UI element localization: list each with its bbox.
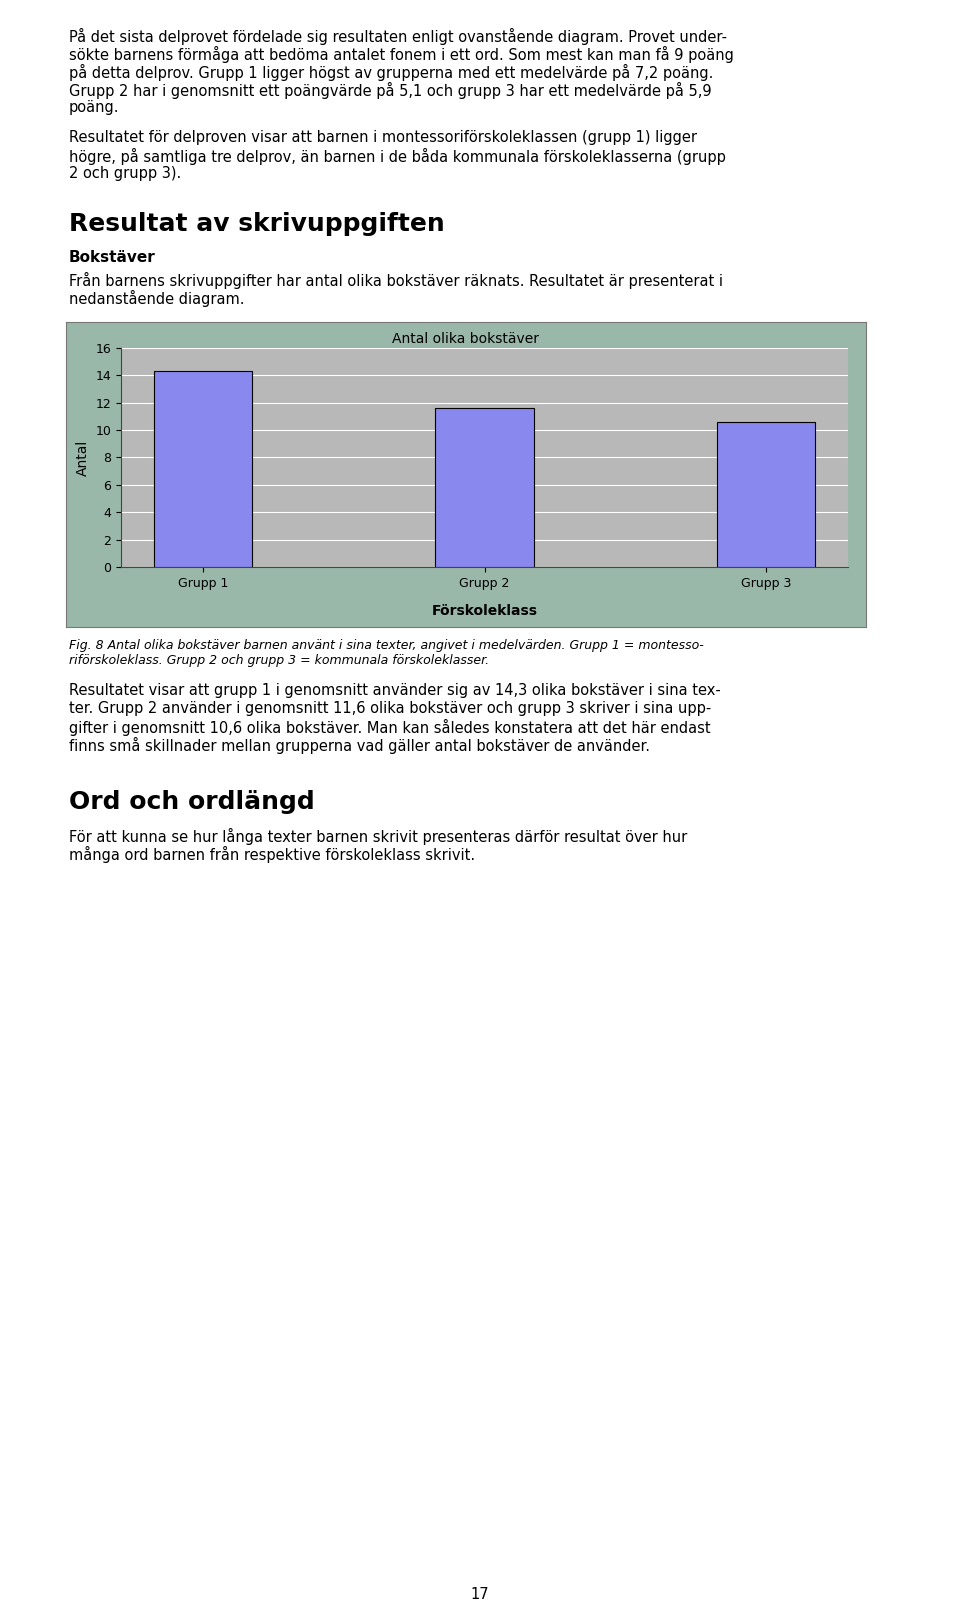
Bar: [154, 372, 252, 568]
Bar: [435, 407, 534, 568]
Text: Resultatet för delproven visar att barnen i montessoriförskoleklassen (grupp 1) : Resultatet för delproven visar att barne…: [69, 129, 697, 146]
Text: finns små skillnader mellan grupperna vad gäller antal bokstäver de använder.: finns små skillnader mellan grupperna va…: [69, 737, 650, 754]
Text: på detta delprov. Grupp 1 ligger högst av grupperna med ett medelvärde på 7,2 po: på detta delprov. Grupp 1 ligger högst a…: [69, 65, 713, 81]
Text: poäng.: poäng.: [69, 100, 120, 115]
Bar: [716, 422, 815, 568]
Text: 2 och grupp 3).: 2 och grupp 3).: [69, 167, 181, 181]
Text: Grupp 2 har i genomsnitt ett poängvärde på 5,1 och grupp 3 har ett medelvärde på: Grupp 2 har i genomsnitt ett poängvärde …: [69, 82, 711, 99]
Text: Antal olika bokstäver: Antal olika bokstäver: [393, 331, 540, 346]
Text: nedanstående diagram.: nedanstående diagram.: [69, 289, 245, 307]
Text: Ord och ordlängd: Ord och ordlängd: [69, 791, 315, 813]
Text: högre, på samtliga tre delprov, än barnen i de båda kommunala förskoleklasserna : högre, på samtliga tre delprov, än barne…: [69, 149, 726, 165]
Text: 17: 17: [470, 1586, 490, 1602]
Text: Bokstäver: Bokstäver: [69, 251, 156, 265]
X-axis label: Förskoleklass: Förskoleklass: [431, 603, 538, 618]
Text: Resultat av skrivuppgiften: Resultat av skrivuppgiften: [69, 212, 444, 236]
Text: Resultatet visar att grupp 1 i genomsnitt använder sig av 14,3 olika bokstäver i: Resultatet visar att grupp 1 i genomsnit…: [69, 682, 721, 699]
Text: På det sista delprovet fördelade sig resultaten enligt ovanstående diagram. Prov: På det sista delprovet fördelade sig res…: [69, 27, 727, 45]
Text: Fig. 8 Antal olika bokstäver barnen använt i sina texter, angivet i medelvärden.: Fig. 8 Antal olika bokstäver barnen anvä…: [69, 639, 704, 652]
Text: många ord barnen från respektive förskoleklass skrivit.: många ord barnen från respektive förskol…: [69, 846, 475, 863]
Text: sökte barnens förmåga att bedöma antalet fonem i ett ord. Som mest kan man få 9 : sökte barnens förmåga att bedöma antalet…: [69, 45, 734, 63]
Text: gifter i genomsnitt 10,6 olika bokstäver. Man kan således konstatera att det här: gifter i genomsnitt 10,6 olika bokstäver…: [69, 720, 710, 736]
Text: Från barnens skrivuppgifter har antal olika bokstäver räknats. Resultatet är pre: Från barnens skrivuppgifter har antal ol…: [69, 272, 723, 289]
Text: riförskoleklass. Grupp 2 och grupp 3 = kommunala förskoleklasser.: riförskoleklass. Grupp 2 och grupp 3 = k…: [69, 653, 490, 666]
Text: För att kunna se hur långa texter barnen skrivit presenteras därför resultat öve: För att kunna se hur långa texter barnen…: [69, 828, 687, 846]
Y-axis label: Antal: Antal: [76, 440, 90, 475]
Text: ter. Grupp 2 använder i genomsnitt 11,6 olika bokstäver och grupp 3 skriver i si: ter. Grupp 2 använder i genomsnitt 11,6 …: [69, 702, 711, 716]
